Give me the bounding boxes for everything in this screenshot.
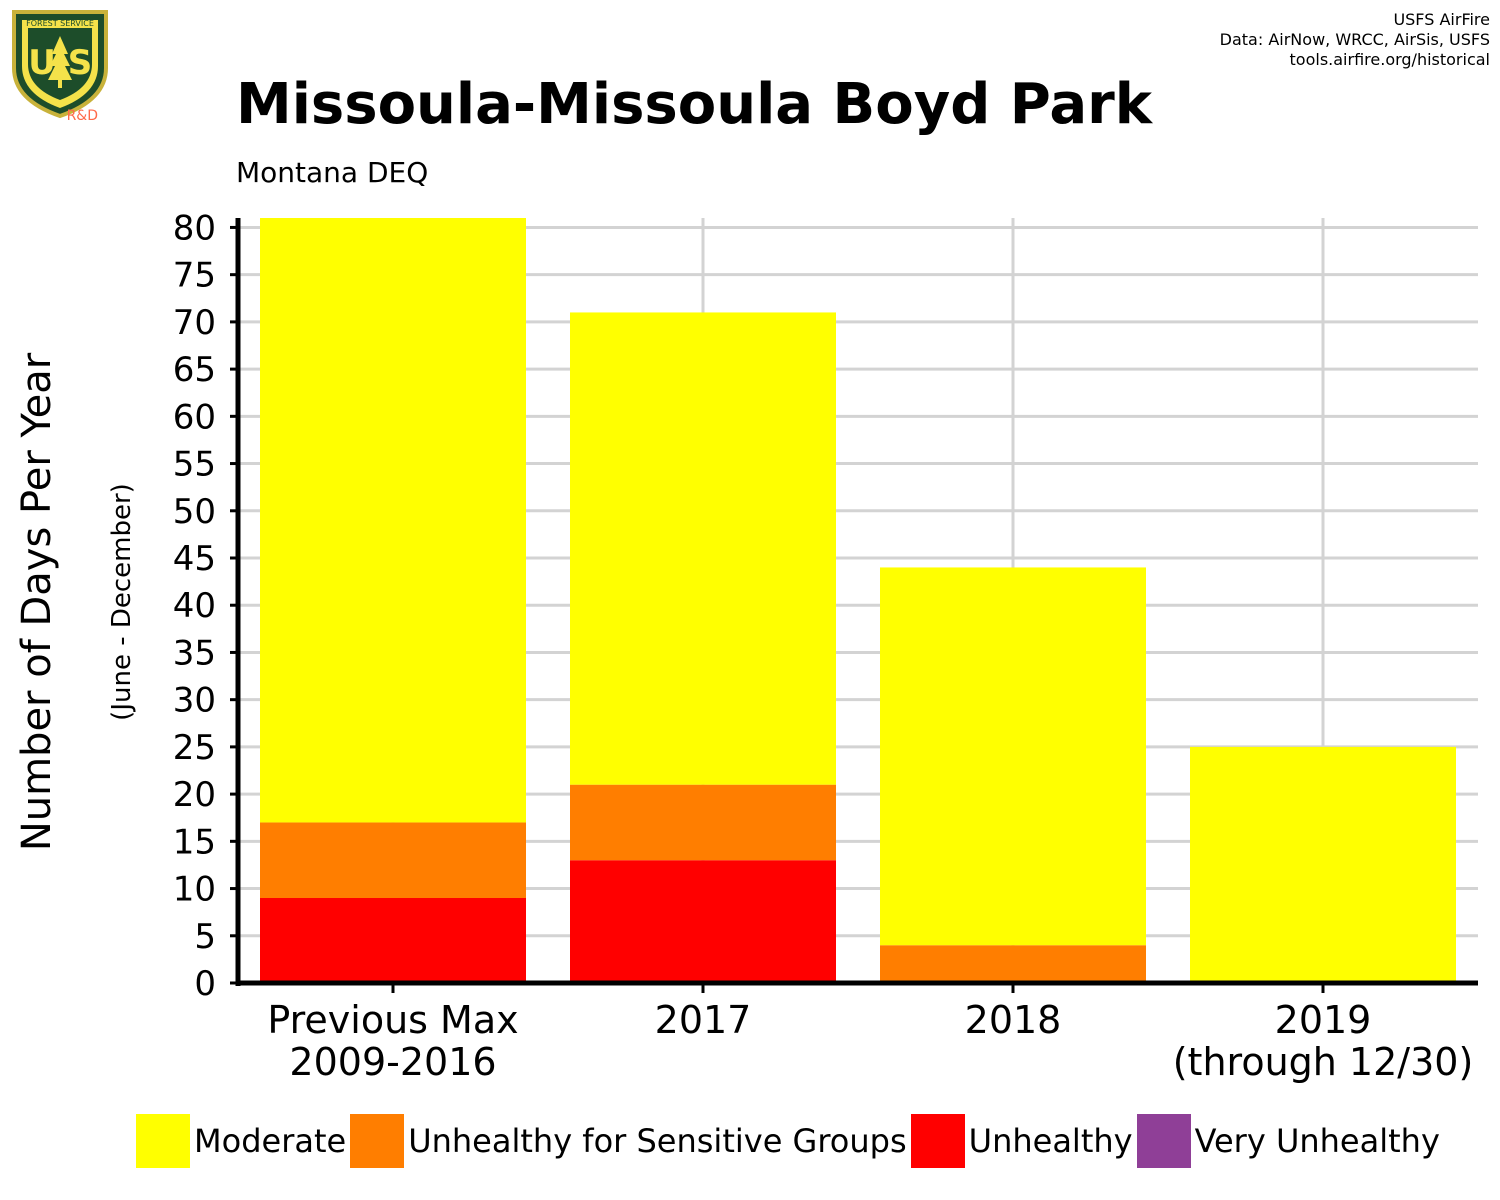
credit-line: Data: AirNow, WRCC, AirSis, USFS <box>1219 30 1490 49</box>
bar-segment <box>1190 746 1456 983</box>
y-tick-label: 25 <box>173 728 216 768</box>
legend-swatch <box>1136 1114 1191 1168</box>
x-tick-label: 2018 <box>965 998 1062 1042</box>
svg-text:S: S <box>68 43 93 83</box>
legend-label: Very Unhealthy <box>1194 1122 1440 1160</box>
y-tick-label: 30 <box>173 681 216 721</box>
credit-line: tools.airfire.org/historical <box>1289 50 1490 69</box>
legend-item: Moderate <box>136 1114 346 1168</box>
bar-chart: 0 5 10 15 20 25 30 35 40 45 50 55 60 65 70 75 80 Previous… <box>173 208 1478 1084</box>
legend-label: Unhealthy for Sensitive Groups <box>408 1122 907 1160</box>
legend-label: Moderate <box>194 1122 347 1160</box>
legend-item: Unhealthy <box>910 1114 1133 1168</box>
chart-title: Missoula-Missoula Boyd Park <box>236 72 1152 137</box>
legend-swatch <box>350 1114 405 1168</box>
credit-line: USFS AirFire <box>1393 10 1490 29</box>
bar-segment <box>570 784 836 861</box>
x-tick-label: (through 12/30) <box>1173 1040 1474 1084</box>
legend-swatch <box>910 1114 965 1168</box>
bar-segment <box>570 860 836 983</box>
y-tick-label: 45 <box>173 539 216 579</box>
y-tick-label: 65 <box>173 350 216 390</box>
x-tick-label: 2019 <box>1275 998 1372 1042</box>
legend-swatch <box>136 1114 190 1168</box>
y-tick-label: 50 <box>173 492 216 532</box>
bar-segment <box>880 945 1146 983</box>
legend-item: Unhealthy for Sensitive Groups <box>350 1114 907 1168</box>
y-tick-label: 40 <box>173 586 216 626</box>
y-tick-label: 70 <box>173 303 216 343</box>
y-tick-label: 15 <box>173 822 216 862</box>
x-tick-label: Previous Max <box>267 998 518 1042</box>
legend-label: Unhealthy <box>968 1122 1133 1160</box>
legend-item: Very Unhealthy <box>1136 1114 1440 1168</box>
y-tick-label: 10 <box>173 870 216 910</box>
forest-service-logo: FOREST SERVICE U S R&D <box>12 10 108 120</box>
credits: USFS AirFire Data: AirNow, WRCC, AirSis,… <box>1220 10 1490 70</box>
y-tick-label: 60 <box>173 397 216 437</box>
x-tick-label: 2017 <box>655 998 752 1042</box>
y-tick-label: 75 <box>173 256 216 296</box>
y-tick-label: 80 <box>173 208 216 248</box>
x-tick-label: 2009-2016 <box>289 1040 496 1084</box>
chart-subtitle: Montana DEQ <box>236 156 429 189</box>
bar-segment <box>570 312 836 785</box>
y-tick-label: 55 <box>173 445 216 485</box>
bar-segment <box>260 822 526 898</box>
legend: Moderate Unhealthy for Sensitive Groups … <box>136 1113 1444 1169</box>
bar-segment <box>260 898 526 983</box>
bar-segment <box>880 567 1146 946</box>
y-tick-label: 20 <box>173 775 216 815</box>
y-tick-label: 5 <box>194 917 216 957</box>
y-tick-label: 35 <box>173 633 216 673</box>
y-tick-label: 0 <box>194 964 216 1004</box>
logo-rd-tag: R&D <box>67 108 98 120</box>
bar-segment <box>260 218 526 823</box>
logo-top-text: FOREST SERVICE <box>26 19 94 28</box>
